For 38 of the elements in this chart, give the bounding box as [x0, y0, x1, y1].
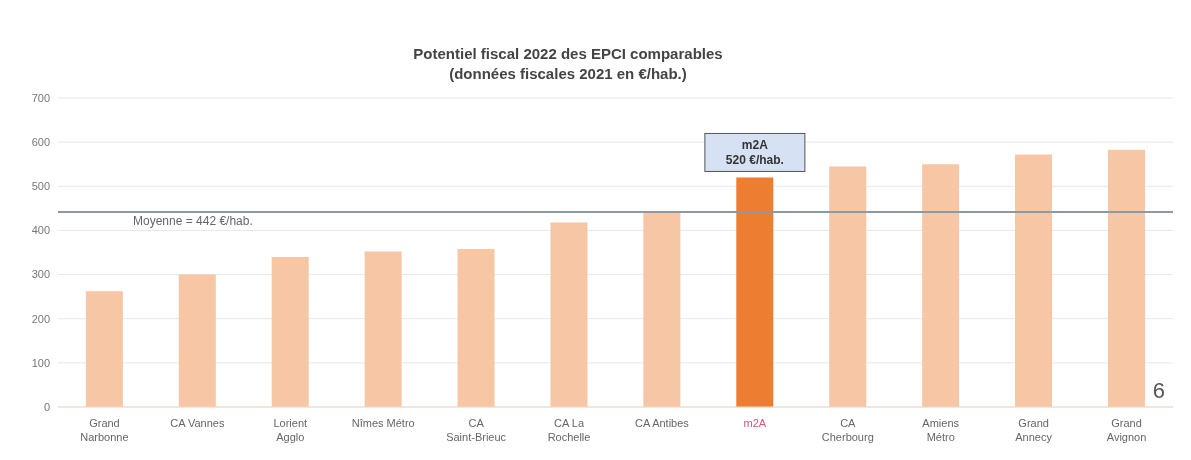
- x-tick-label: Amiens Métro: [922, 417, 960, 443]
- x-tick-label: CA Cherbourg: [821, 417, 874, 443]
- chart-title: Potentiel fiscal 2022 des EPCI comparables: [412, 44, 724, 64]
- y-tick-label: 100: [31, 356, 50, 369]
- bar: [1107, 149, 1145, 407]
- bar: [271, 256, 309, 407]
- x-tick-label: Grand Annecy: [1015, 417, 1053, 443]
- bar: [922, 164, 960, 407]
- x-tick-label: CA Saint-Brieuc: [446, 417, 507, 443]
- y-tick-label: 400: [31, 224, 50, 237]
- bar: [643, 212, 681, 407]
- y-tick-label: 500: [31, 180, 50, 193]
- chart-subtitle: (données fiscales 2021 en €/hab.): [448, 64, 688, 84]
- y-tick-label: 0: [43, 400, 50, 413]
- bar: [364, 251, 402, 407]
- bar: [736, 177, 774, 407]
- x-tick-label: CA La Rochelle: [547, 417, 591, 443]
- bar: [829, 166, 867, 407]
- x-tick-label: CA Vannes: [170, 417, 225, 429]
- annotation: m2A 520 €/hab.: [725, 138, 784, 168]
- x-tick-label: m2A: [743, 417, 767, 429]
- y-tick-label: 200: [31, 312, 50, 325]
- annotation: 6: [1152, 378, 1165, 404]
- bar: [85, 291, 123, 407]
- y-tick-label: 300: [31, 268, 50, 281]
- bar: [178, 274, 216, 407]
- y-tick-label: 700: [31, 91, 50, 104]
- x-tick-label: Lorient Agglo: [273, 417, 308, 443]
- x-tick-label: Nîmes Métro: [351, 417, 415, 429]
- ref-line-label: Moyenne = 442 €/hab.: [133, 214, 253, 229]
- bar: [550, 222, 588, 407]
- callout-box: m2A 520 €/hab.: [704, 132, 806, 172]
- x-tick-label: CA Antibes: [635, 417, 690, 429]
- bar: [1015, 154, 1053, 407]
- x-tick-label: Grand Narbonne: [80, 417, 129, 443]
- y-tick-label: 600: [31, 136, 50, 149]
- bar: [457, 248, 495, 407]
- x-tick-label: Grand Avignon: [1106, 417, 1147, 443]
